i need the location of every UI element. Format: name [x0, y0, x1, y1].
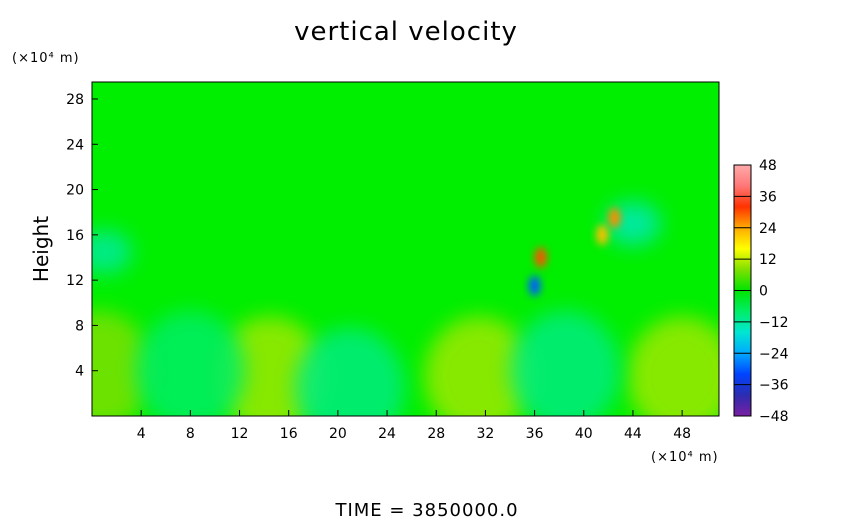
x-tick-label: 44 [624, 426, 642, 442]
x-tick-label: 40 [575, 426, 593, 442]
plot-frame [91, 81, 720, 417]
y-axis-label: Height [29, 216, 53, 282]
heatmap-features [92, 201, 719, 416]
colorbar-tick-label: 48 [759, 158, 777, 174]
x-tick-label: 8 [186, 426, 195, 442]
heatmap-region-cool [510, 310, 621, 416]
heatmap-region-hot [608, 207, 621, 228]
x-tick-label: 24 [378, 426, 396, 442]
heatmap-region-warm [627, 316, 719, 416]
y-tick-label: 28 [66, 92, 84, 108]
colorbar-tick-label: −24 [759, 346, 789, 362]
colorbar-tick-label: 24 [759, 221, 777, 237]
heatmap-region-cool [135, 310, 246, 416]
colorbar-tick-label: 12 [759, 252, 777, 268]
x-tick-label: 48 [673, 426, 691, 442]
colorbar-tick-label: 0 [759, 284, 768, 300]
y-tick-label: 12 [66, 273, 84, 289]
x-axis-unit: (×10⁴ m) [651, 450, 719, 465]
heatmap-plot-area [91, 81, 720, 417]
colorbar: 48 36 24 12 0 −12 −24 −36 −48 [733, 158, 789, 425]
y-tick-label: 20 [66, 183, 84, 199]
time-label: TIME = 3850000.0 [334, 500, 518, 519]
y-tick-label: 24 [66, 137, 84, 153]
y-tick-label: 4 [75, 364, 84, 380]
colorbar-tick-label: 36 [759, 189, 777, 205]
y-axis-ticks: 4 8 12 16 20 24 28 [66, 92, 98, 380]
colorbar-ticks: 48 36 24 12 0 −12 −24 −36 −48 [734, 158, 789, 425]
colorbar-tick-label: −36 [759, 378, 789, 394]
heatmap-region-cool [295, 327, 406, 416]
x-tick-label: 16 [280, 426, 298, 442]
heatmap-region-hot [596, 224, 609, 245]
colorbar-tick-label: −48 [759, 409, 789, 425]
heatmap-region-cold [528, 275, 541, 296]
y-tick-label: 8 [75, 318, 84, 334]
x-tick-label: 4 [137, 426, 146, 442]
y-tick-label: 16 [66, 228, 84, 244]
x-axis-ticks: 4 8 12 16 20 24 28 32 36 40 44 48 [137, 410, 691, 442]
heatmap-region-warm [424, 316, 535, 416]
heatmap-region-warm [92, 310, 154, 416]
heatmap-region-cool [92, 229, 133, 274]
x-tick-label: 32 [476, 426, 494, 442]
x-tick-label: 36 [526, 426, 544, 442]
x-tick-label: 12 [231, 426, 249, 442]
x-tick-label: 28 [427, 426, 445, 442]
colorbar-tick-label: −12 [759, 315, 789, 331]
heatmap-region-hot [534, 247, 547, 268]
x-tick-label: 20 [329, 426, 347, 442]
y-axis-unit: (×10⁴ m) [12, 51, 80, 66]
chart-title: vertical velocity [294, 17, 518, 47]
